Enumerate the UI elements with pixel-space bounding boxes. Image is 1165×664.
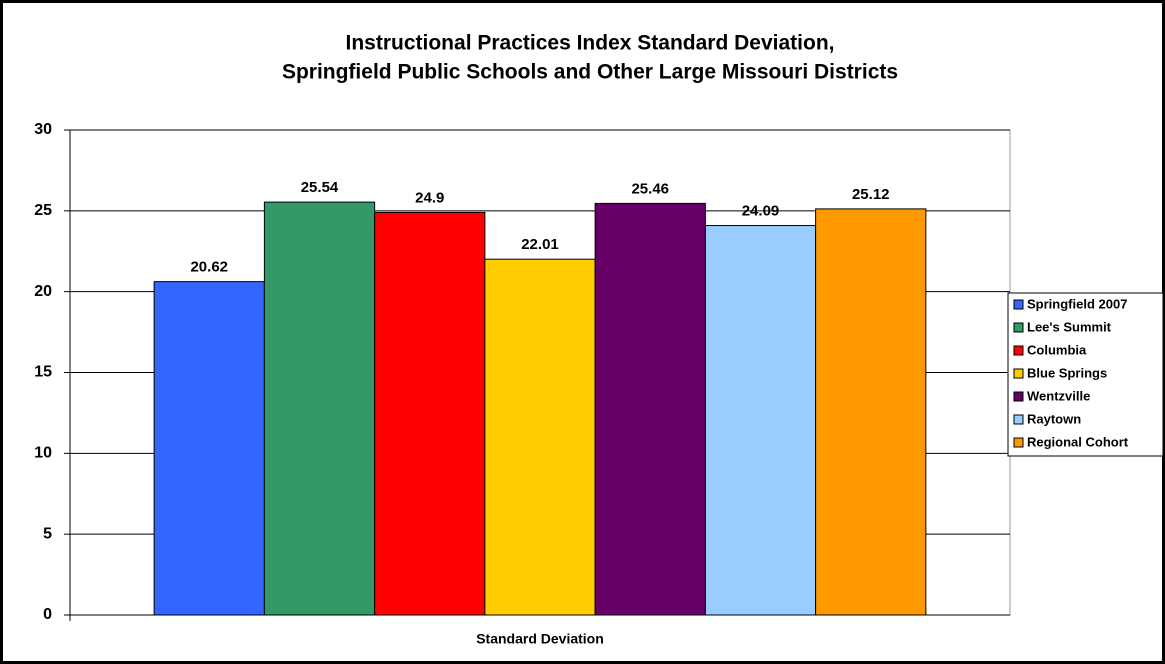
chart-title: Springfield Public Schools and Other Lar… [282,61,898,84]
data-label: 24.9 [415,189,444,206]
bar [263,201,376,616]
bar [484,258,596,616]
bar [153,281,265,616]
y-tick-label: 10 [34,445,52,462]
legend-box [1007,292,1164,457]
y-tick-label: 15 [34,364,52,381]
legend-swatch [1013,368,1024,379]
y-tick-label: 20 [34,283,52,300]
legend-swatch [1013,391,1024,402]
data-label: 25.54 [301,179,339,196]
y-tick-label: 5 [43,525,52,542]
y-tick-label: 0 [43,606,52,623]
bar [704,225,817,616]
legend-label: Raytown [1027,411,1081,426]
legend-swatch [1013,345,1024,356]
legend-label: Lee's Summit [1027,319,1112,334]
legend-swatch [1013,322,1024,333]
legend-label: Columbia [1027,342,1087,357]
legend-label: Blue Springs [1027,365,1107,380]
data-label: 25.12 [852,186,890,203]
y-tick-label: 30 [34,121,52,138]
data-label: 22.01 [521,236,559,253]
chart-title: Instructional Practices Index Standard D… [346,32,835,55]
data-label: 25.46 [631,180,669,197]
x-tick-label: Standard Deviation [476,631,604,647]
legend-label: Wentzville [1027,388,1090,403]
legend-label: Springfield 2007 [1027,296,1127,311]
legend-swatch [1013,414,1024,425]
y-tick-label: 25 [34,202,52,219]
data-label: 24.09 [742,203,780,220]
legend-swatch [1013,437,1024,448]
legend-swatch [1013,299,1024,310]
bar [815,208,927,616]
bar [374,211,486,616]
bar [594,202,706,616]
legend-label: Regional Cohort [1027,434,1129,449]
data-label: 20.62 [190,259,228,276]
